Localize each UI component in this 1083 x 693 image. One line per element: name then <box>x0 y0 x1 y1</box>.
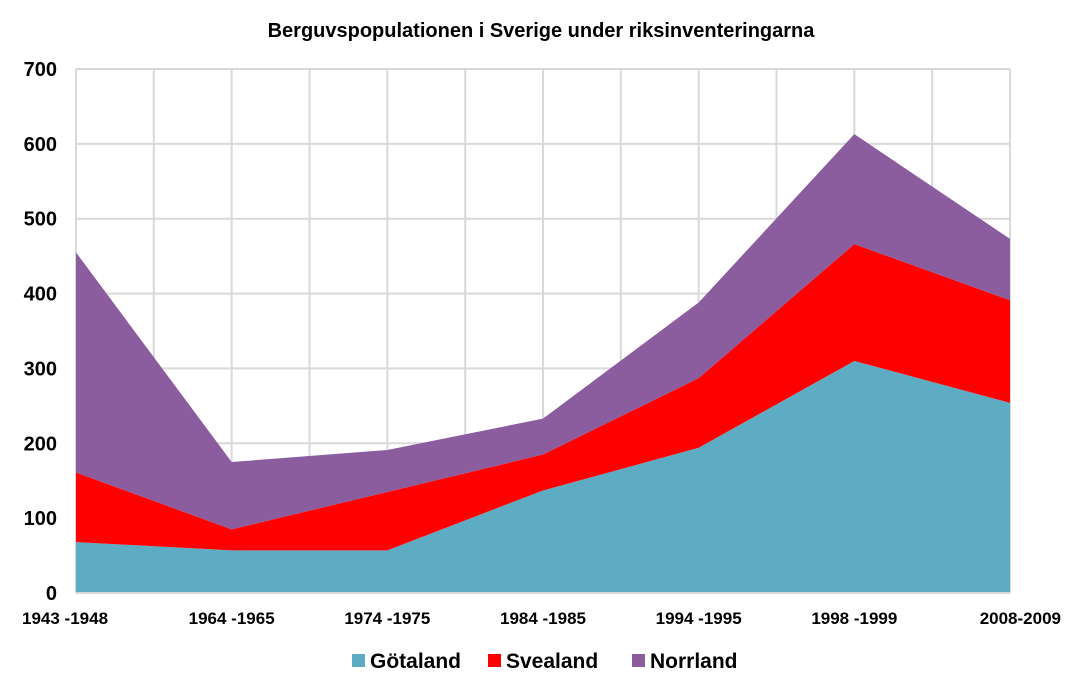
legend-label: Svealand <box>506 650 598 673</box>
x-tick-label: 1984 -1985 <box>500 609 586 628</box>
y-tick-label: 0 <box>46 583 57 605</box>
area-series <box>76 134 1010 594</box>
legend: Götaland Svealand Norrland <box>352 650 738 673</box>
area-svealand <box>76 244 1010 551</box>
x-axis-ticks: 1943 -1948 1964 -1965 1974 -1975 1984 -1985… <box>22 609 1061 628</box>
area-g-taland <box>76 360 1010 593</box>
y-tick-label: 400 <box>24 284 57 306</box>
y-tick-label: 300 <box>24 358 57 380</box>
x-tick-label: 1943 -1948 <box>22 609 108 628</box>
legend-label: Götaland <box>370 650 461 673</box>
legend-label: Norrland <box>650 650 738 673</box>
x-tick-label: 1964 -1965 <box>189 609 275 628</box>
y-tick-label: 600 <box>24 134 57 156</box>
y-axis-ticks: 0 100 200 300 400 500 600 700 <box>24 59 57 605</box>
y-tick-label: 700 <box>24 59 57 81</box>
area-norrland <box>76 134 1010 530</box>
legend-swatch <box>488 654 501 667</box>
legend-swatch <box>352 654 365 667</box>
y-tick-label: 500 <box>24 209 57 231</box>
x-tick-label: 1994 -1995 <box>656 609 742 628</box>
x-tick-label: 2008-2009 <box>980 609 1061 628</box>
y-tick-label: 200 <box>24 433 57 455</box>
chart-title: Berguvspopulationen i Sverige under riks… <box>268 20 816 42</box>
x-tick-label: 1974 -1975 <box>344 609 430 628</box>
legend-swatch <box>632 654 645 667</box>
y-tick-label: 100 <box>24 508 57 530</box>
x-tick-label: 1998 -1999 <box>811 609 897 628</box>
